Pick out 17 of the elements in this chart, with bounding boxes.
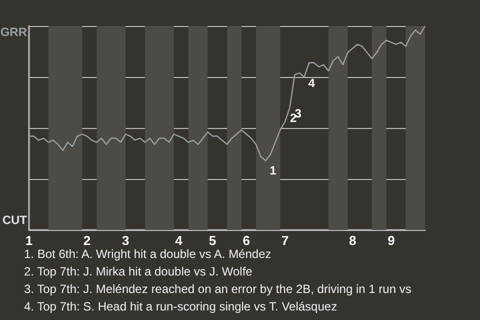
annotation: 4 xyxy=(308,76,316,90)
x-tick-label: 8 xyxy=(348,233,356,248)
text: 3. Top 7th: J. Meléndez reached on an error by the 2B, driving in 1 run vs xyxy=(24,282,412,296)
text: CUT xyxy=(2,213,28,227)
text: 1. Bot 6th: A. Wright hit a double vs A. Méndez xyxy=(24,247,272,261)
x-tick-label: 9 xyxy=(388,233,395,248)
x-tick-label: 7 xyxy=(281,233,289,248)
annotation: 1 xyxy=(270,164,277,178)
x-tick-label: 6 xyxy=(242,233,250,248)
x-tick-label: 2 xyxy=(83,233,91,248)
x-tick-label: 4 xyxy=(175,233,184,248)
x-tick-label: 1 xyxy=(25,233,33,248)
text: 2. Top 7th: J. Mirka hit a double vs J. Wolfe xyxy=(24,264,253,278)
x-tick-label: 3 xyxy=(122,233,130,248)
text: GRR xyxy=(0,25,28,39)
text: 4. Top 7th: S. Head hit a run-scoring single vs T. Velásquez xyxy=(24,300,338,314)
x-tick-label: 5 xyxy=(208,233,216,248)
